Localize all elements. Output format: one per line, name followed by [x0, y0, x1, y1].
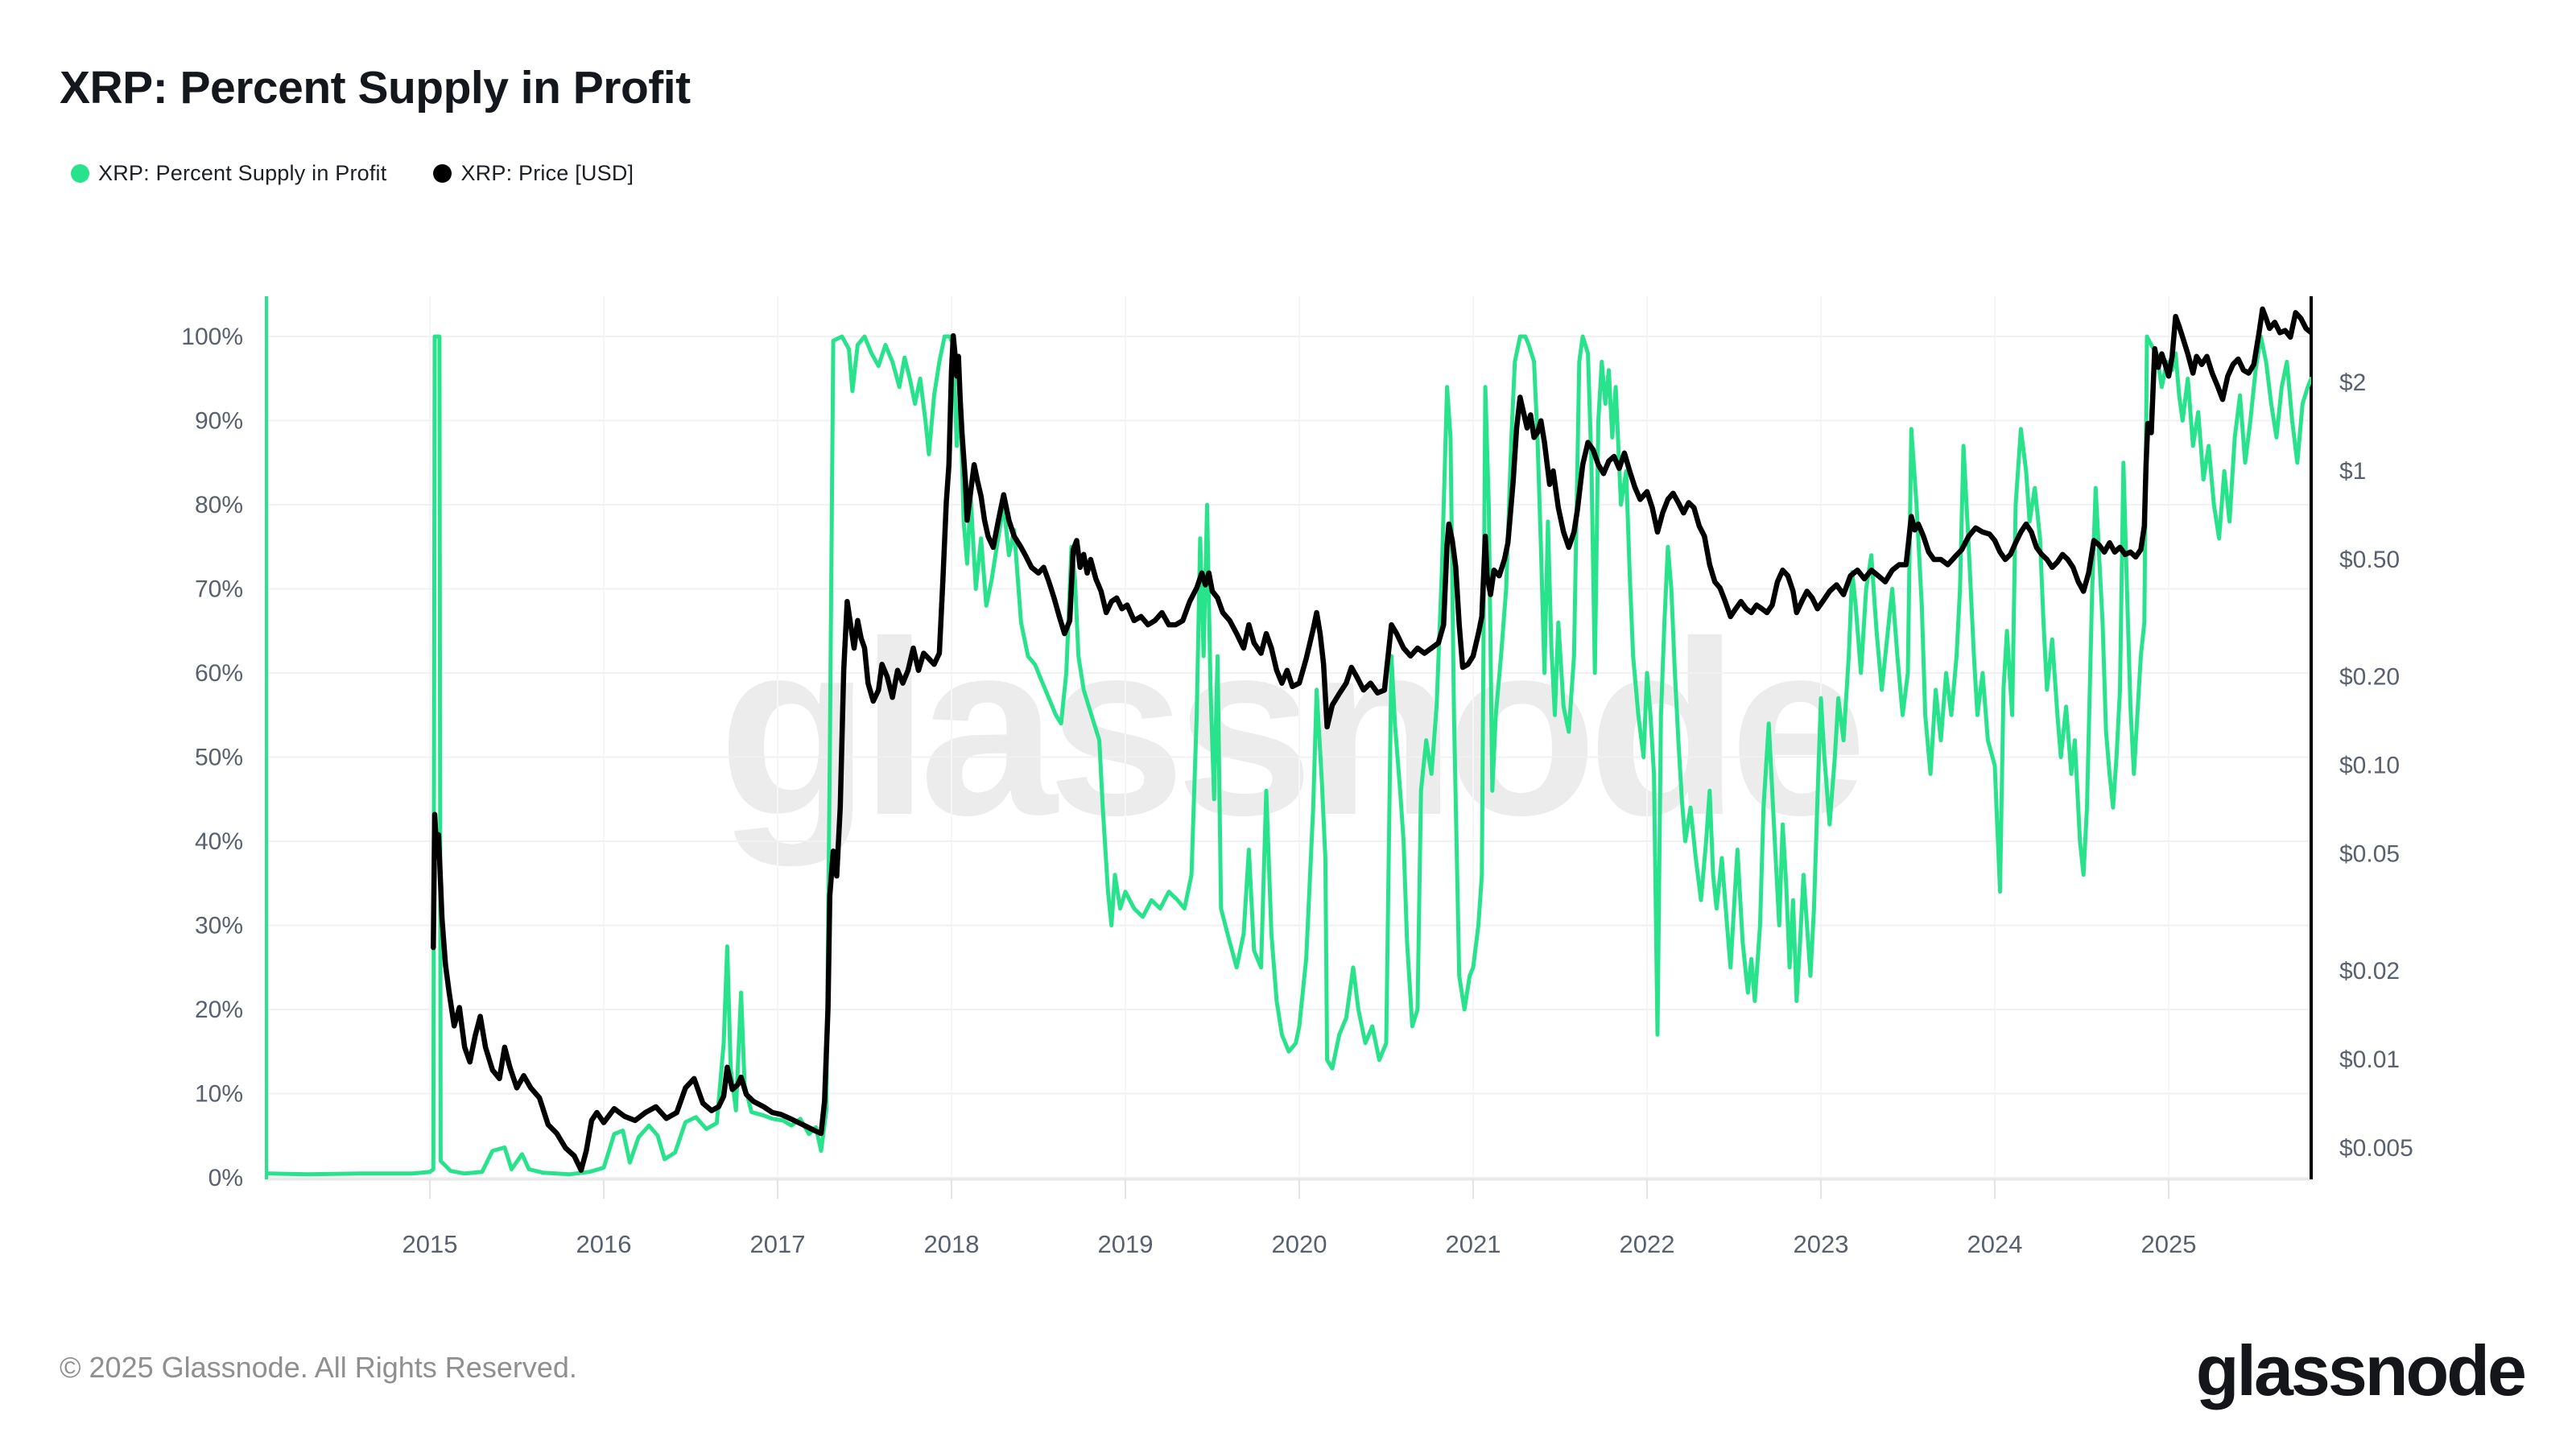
percent-axis-tick-label: 30%	[195, 913, 243, 939]
left-axis-labels: 0% 10% 20% 30% 40% 50% 60% 70% 80% 90% 100%	[181, 324, 243, 1191]
price-series-line	[431, 306, 2311, 1173]
x-axis-tick-label: 2023	[1794, 1230, 1849, 1258]
x-axis-tick-label: 2019	[1098, 1230, 1154, 1258]
x-axis-tick-label: 2020	[1272, 1230, 1327, 1258]
x-axis-tick-label: 2016	[576, 1230, 632, 1258]
legend-dot-black-icon	[433, 164, 452, 183]
x-axis-tick-label: 2022	[1620, 1230, 1675, 1258]
x-axis-labels: 2015 2016 2017 2018 2019 2020 2021 2022 2023 2024…	[402, 1230, 2197, 1258]
percent-axis-tick-label: 90%	[195, 408, 243, 435]
percent-axis-tick-label: 10%	[195, 1081, 243, 1108]
percent-axis-tick-label: 60%	[195, 660, 243, 687]
percent-axis-tick-label: 50%	[195, 745, 243, 771]
x-axis-tick-label: 2021	[1446, 1230, 1501, 1258]
x-axis-ticks	[429, 1179, 2169, 1199]
percent-axis-tick-label: 80%	[195, 492, 243, 518]
percent-supply-series-line	[266, 334, 2311, 1177]
percent-axis-tick-label: 100%	[181, 324, 243, 350]
x-axis-tick-label: 2018	[924, 1230, 980, 1258]
x-axis-tick-label: 2025	[2141, 1230, 2197, 1258]
page-title: XRP: Percent Supply in Profit	[60, 62, 691, 114]
x-axis-tick-label: 2015	[402, 1230, 458, 1258]
y-gridlines	[266, 336, 2311, 1179]
percent-axis-tick-label: 40%	[195, 828, 243, 855]
x-gridlines	[429, 296, 2169, 1179]
price-axis-tick-label: $2	[2339, 369, 2366, 396]
percent-axis-tick-label: 70%	[195, 576, 243, 603]
price-axis-tick-label: $1	[2339, 458, 2366, 485]
legend-label: XRP: Percent Supply in Profit	[98, 161, 387, 185]
legend-item-price-usd[interactable]: XRP: Price [USD]	[433, 161, 634, 186]
price-axis-tick-label: $0.10	[2339, 753, 2400, 779]
price-axis-tick-label: $0.20	[2339, 663, 2400, 690]
legend-dot-green-icon	[71, 164, 89, 183]
right-axis-labels: $2 $1 $0.50 $0.20 $0.10 $0.05 $0.02 $0.01 $0.005	[2339, 369, 2413, 1162]
series-lines	[266, 306, 2311, 1177]
glassnode-logo: glassnode	[2195, 1331, 2527, 1410]
percent-axis-tick-label: 20%	[195, 997, 243, 1023]
x-axis-tick-label: 2017	[750, 1230, 806, 1258]
price-axis-tick-label: $0.01	[2339, 1046, 2400, 1073]
price-axis-tick-label: $0.02	[2339, 958, 2400, 985]
chart-legend: XRP: Percent Supply in Profit XRP: Price…	[71, 161, 634, 186]
legend-label: XRP: Price [USD]	[460, 161, 634, 185]
percent-axis-tick-label: 0%	[208, 1165, 243, 1191]
price-axis-tick-label: $0.005	[2339, 1135, 2413, 1162]
price-axis-tick-label: $0.50	[2339, 547, 2400, 573]
x-axis-tick-label: 2024	[1967, 1230, 2023, 1258]
copyright-text: © 2025 Glassnode. All Rights Reserved.	[60, 1351, 577, 1384]
price-axis-tick-label: $0.05	[2339, 841, 2400, 868]
legend-item-percent-supply-in-profit[interactable]: XRP: Percent Supply in Profit	[71, 161, 386, 186]
